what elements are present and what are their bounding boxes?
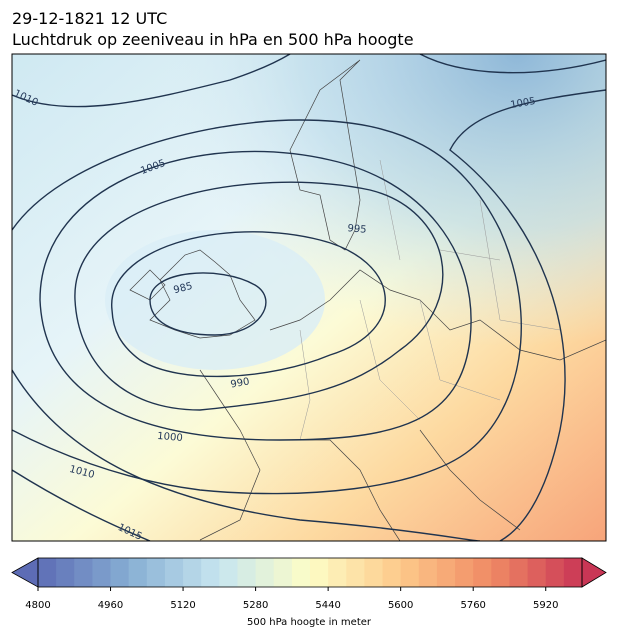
colorbar-segment: [110, 558, 130, 587]
colorbar-segment: [545, 558, 565, 587]
isobar: [74, 181, 444, 411]
colorbar-segment: [164, 558, 184, 587]
colorbar-segment: [146, 558, 166, 587]
colorbar-tick-label: 5920: [533, 600, 558, 611]
colorbar-tick-label: 5440: [315, 600, 340, 611]
contour-label: 1000: [157, 431, 183, 444]
colorbar-segment: [418, 558, 438, 587]
contour-label: 990: [230, 376, 251, 390]
colorbar-label: 500 hPa hoogte in meter: [247, 617, 372, 628]
colorbar-segment: [509, 558, 529, 587]
colorbar-frame: [37, 557, 583, 588]
colorbar-segment: [382, 558, 402, 587]
low-shading: [105, 230, 325, 370]
colorbar-segment: [455, 558, 474, 587]
colorbar-tick-label: 4960: [98, 600, 123, 611]
colorbar-segment: [56, 558, 75, 587]
colorbar-segment: [527, 558, 547, 587]
colorbar-segment: [310, 558, 329, 587]
colorbar-tick-label: 5760: [460, 600, 485, 611]
contour-label: 995: [347, 223, 367, 236]
isobar: [12, 54, 291, 108]
colorbar-extend-low: [11, 557, 39, 588]
map: [12, 54, 606, 541]
colorbar-segment: [436, 558, 456, 587]
colorbar-segment: [346, 558, 365, 587]
isobar: [419, 54, 606, 74]
colorbar-segment: [273, 558, 293, 587]
isobar: [149, 272, 267, 336]
isobar: [111, 231, 386, 378]
isobar: [12, 469, 151, 541]
colorbar-tick-label: 5600: [388, 600, 413, 611]
colorbar-segment: [364, 558, 384, 587]
colorbar: 4800 4960 5120 5280 5440 5600 5760 5920 500 hPa …: [11, 557, 607, 628]
title-line-2: Luchtdruk op zeeniveau in hPa en 500 hPa…: [12, 30, 414, 49]
colorbar-tick-label: 4800: [25, 600, 50, 611]
contour-label: 985: [172, 281, 193, 297]
isobar: [12, 119, 522, 495]
colorbar-extend-high: [581, 557, 607, 588]
borders: [299, 159, 561, 441]
colorbar-segment: [491, 558, 510, 587]
colorbar-segment: [92, 558, 112, 587]
colorbar-segment: [74, 558, 93, 587]
colorbar-segment: [400, 558, 420, 587]
contour-label: 1005: [510, 96, 537, 111]
colorbar-segment: [237, 558, 257, 587]
map-frame: [11, 53, 607, 542]
colorbar-segment: [473, 558, 492, 587]
colorbar-segment: [255, 558, 275, 587]
isobar: [449, 89, 606, 541]
colorbar-tick-label: 5120: [170, 600, 195, 611]
colorbar-segment: [201, 558, 220, 587]
colorbar-segment: [128, 558, 148, 587]
isobar: [39, 150, 472, 441]
title-line-1: 29-12-1821 12 UTC: [12, 9, 167, 28]
colorbar-segment: [328, 558, 347, 587]
colorbar-segment: [219, 558, 238, 587]
colorbar-tick-label: 5280: [243, 600, 268, 611]
colorbar-segment: [38, 558, 57, 587]
colorbar-segment: [291, 558, 311, 587]
isobar: [12, 369, 481, 541]
colorbar-segment: [183, 558, 202, 587]
colorbar-segment: [563, 558, 583, 587]
